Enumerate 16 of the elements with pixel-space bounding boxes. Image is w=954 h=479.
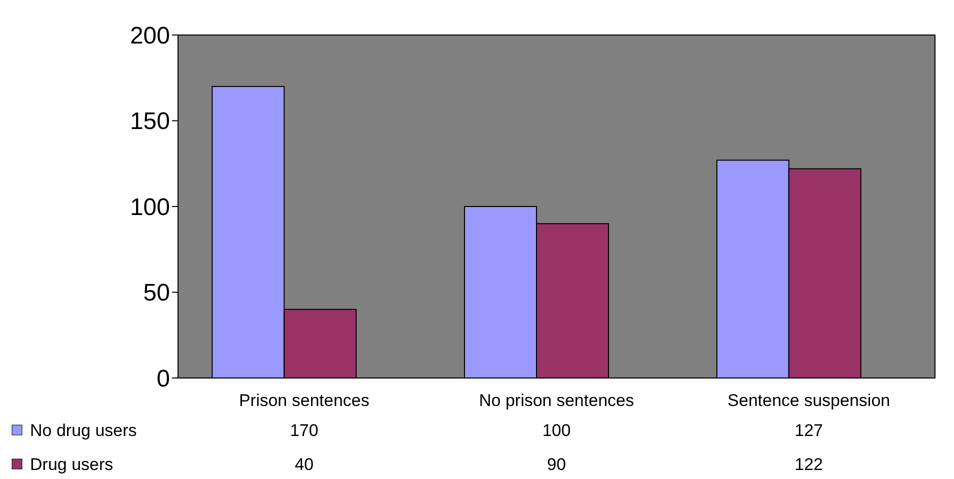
y-tick-label: 50: [143, 280, 170, 307]
x-tick-label: Prison sentences: [238, 391, 370, 410]
data-label: 127: [794, 421, 824, 440]
data-label: 122: [794, 455, 824, 474]
y-tick-label: 100: [130, 194, 170, 221]
y-tick-label: 150: [130, 108, 170, 136]
data-label: 170: [290, 421, 318, 440]
data-label: 90: [547, 455, 566, 474]
legend-label: Drug users: [30, 455, 114, 474]
x-tick-label: Sentence suspension: [728, 391, 890, 410]
data-label: 100: [542, 421, 571, 440]
legend-label: No drug users: [30, 421, 137, 440]
x-tick-label: No prison sentences: [479, 391, 634, 410]
y-tick-label: 0: [156, 365, 170, 392]
y-tick-label: 200: [130, 22, 170, 50]
data-label: 40: [294, 455, 314, 474]
